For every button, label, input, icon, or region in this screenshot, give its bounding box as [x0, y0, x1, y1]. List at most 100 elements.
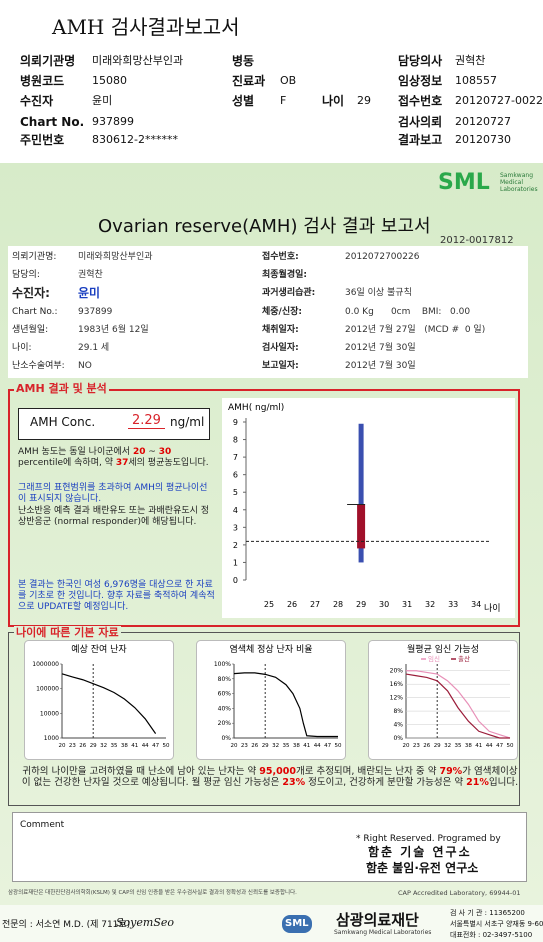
x-tick-label: 38 — [465, 743, 472, 749]
il-text: 체중/신장: — [262, 307, 303, 317]
info-panel — [8, 246, 528, 378]
text-segment: 가 염색체이상이 없는 건강한 난자일 것으로 예상됩니다. 월 평균 임신 가… — [21, 766, 518, 788]
iv-text: 29.1 세 — [78, 343, 110, 353]
chart-title: 염색체 정상 난자 비율 — [229, 644, 312, 655]
x-tick-label: 27 — [310, 600, 320, 609]
text-segment: 정도이고, 건강하게 분만할 가능성은 약 — [305, 777, 467, 788]
hl-text: 주민번호 — [20, 133, 65, 147]
y-tick-label: 4 — [233, 506, 238, 515]
x-tick-label: 41 — [475, 743, 482, 749]
y-tick-label: 100% — [214, 661, 231, 668]
conc-box — [18, 408, 210, 440]
hl-text: 나이 — [322, 94, 345, 108]
doctor-text: 전문의 : 서소연 M.D. (제 711호) — [2, 920, 131, 930]
series-line — [406, 670, 511, 739]
text-segment: 세의 평균농도입니다. — [128, 458, 209, 468]
x-tick-label: 33 — [448, 600, 458, 609]
legend-label: 임신 — [428, 654, 440, 663]
hv-text: 830612-2****** — [92, 133, 178, 146]
chart-title: 예상 잔여 난자 — [71, 643, 127, 655]
x-tick-label: 32 — [272, 743, 279, 749]
hv-text: 937899 — [92, 115, 134, 128]
y-tick-label: 80% — [218, 676, 232, 683]
x-tick-label: 50 — [335, 743, 342, 749]
text-segment: 79% — [439, 766, 463, 777]
y-tick-label: 3 — [233, 523, 238, 532]
x-tick-label: 26 — [79, 743, 86, 749]
iv-text: 937899 — [78, 307, 113, 317]
y-tick-label: 1000 — [44, 735, 59, 742]
footer-strip — [0, 905, 543, 942]
hl-text: 병원코드 — [20, 74, 65, 88]
x-tick-label: 32 — [425, 600, 435, 609]
x-tick-label: 23 — [413, 743, 420, 749]
hv-text: 미래와희망산부인과 — [92, 54, 184, 67]
signature-text: SoyemSeo — [116, 916, 174, 929]
text-segment: percentile에 속하며, 약 — [18, 458, 116, 468]
footer-line-text: 서울특별시 서초구 양재동 9-60 — [450, 920, 543, 928]
amh-section-box — [8, 389, 520, 627]
paragraph: AMH 농도는 동일 나이군에서 20 ~ 30 percentile에 속하며… — [18, 447, 214, 469]
y-tick-label: 100000 — [36, 686, 59, 693]
y-axis-label: AMH( ng/ml) — [228, 403, 284, 413]
footer-logo-text: SML — [282, 915, 312, 933]
section-title-text: AMH 결과 및 분석 — [14, 382, 109, 396]
y-tick-label: 16% — [390, 681, 404, 688]
series-line — [233, 672, 338, 738]
y-tick-label: 7 — [233, 453, 238, 462]
x-tick-label: 35 — [283, 743, 290, 749]
iv-text: NO — [78, 361, 92, 371]
text-segment: AMH 농도는 동일 나이군에서 — [18, 447, 133, 457]
il-text: 수진자: — [12, 286, 50, 300]
hl-text: 담당의사 — [398, 54, 443, 68]
report-title-text: Ovarian reserve(AMH) 검사 결과 보고서 — [98, 216, 431, 237]
il-text: 난소수술여부: — [12, 361, 65, 371]
y-tick-label: 4% — [393, 722, 403, 729]
text-segment: 입니다. — [488, 777, 519, 788]
x-tick-label: 29 — [356, 600, 366, 609]
x-tick-label: 29 — [90, 743, 97, 749]
paragraph: 난소반응 예측 결과 배란유도 또는 과배란유도시 정상반응군 (normal … — [18, 506, 210, 527]
y-tick-label: 12% — [390, 695, 404, 702]
section-title-text: 나이에 따른 기본 자료 — [14, 626, 121, 640]
hv-text: 윤미 — [92, 94, 113, 107]
x-tick-label: 23 — [69, 743, 76, 749]
x-tick-label: 26 — [423, 743, 430, 749]
y-tick-label: 8% — [393, 708, 403, 715]
x-tick-label: 30 — [379, 600, 389, 609]
y-tick-label: 8 — [233, 436, 238, 445]
y-tick-label: 1000000 — [32, 661, 59, 668]
text-segment: 귀하의 나이만을 고려하였을 때 난소에 남아 있는 난자는 약 — [22, 766, 260, 777]
y-tick-label: 40% — [218, 705, 232, 712]
box — [357, 504, 366, 549]
y-tick-label: 20% — [218, 720, 232, 727]
y-tick-label: 6 — [233, 471, 238, 480]
x-tick-label: 47 — [496, 743, 503, 749]
y-tick-label: 20% — [390, 668, 404, 675]
text-segment: 23% — [282, 777, 306, 788]
y-tick-label: 0 — [233, 576, 238, 585]
org-text: 삼광의료재단 — [336, 911, 419, 929]
hl-text: 수진자 — [20, 94, 54, 108]
logo-text: SML — [438, 170, 490, 195]
x-tick-label: 44 — [142, 743, 149, 749]
hl-text: 검사의뢰 — [398, 115, 443, 129]
comment-label-text: Comment — [20, 820, 65, 830]
hv-text: 108557 — [455, 74, 497, 87]
text-segment: 21% — [466, 777, 489, 788]
chart-frame — [196, 640, 346, 760]
legend-label: 출산 — [458, 654, 470, 663]
text-segment: ~ — [145, 447, 159, 457]
x-axis-label: 나이 — [484, 603, 501, 614]
x-tick-label: 44 — [486, 743, 493, 749]
paragraph: 귀하의 나이만을 고려하였을 때 난소에 남아 있는 난자는 약 95,000개… — [20, 766, 520, 788]
x-tick-label: 41 — [303, 743, 310, 749]
comment-box — [12, 812, 527, 882]
text-segment: 30 — [158, 447, 172, 457]
iv-text: 0.0 Kg 0cm BMI: 0.00 — [345, 307, 471, 317]
il-text: 채취일자: — [262, 325, 299, 335]
y-tick-label: 10000 — [40, 710, 59, 717]
